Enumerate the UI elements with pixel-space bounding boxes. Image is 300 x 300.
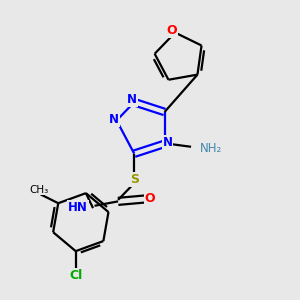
Text: S: S [130,173,139,186]
Text: HN: HN [68,201,88,214]
Text: N: N [109,113,119,126]
Text: CH₃: CH₃ [29,185,49,195]
Text: N: N [127,93,137,106]
Text: N: N [163,136,172,149]
Text: Cl: Cl [69,269,82,282]
Text: O: O [145,192,155,205]
Text: O: O [167,24,178,37]
Text: NH₂: NH₂ [200,142,222,155]
